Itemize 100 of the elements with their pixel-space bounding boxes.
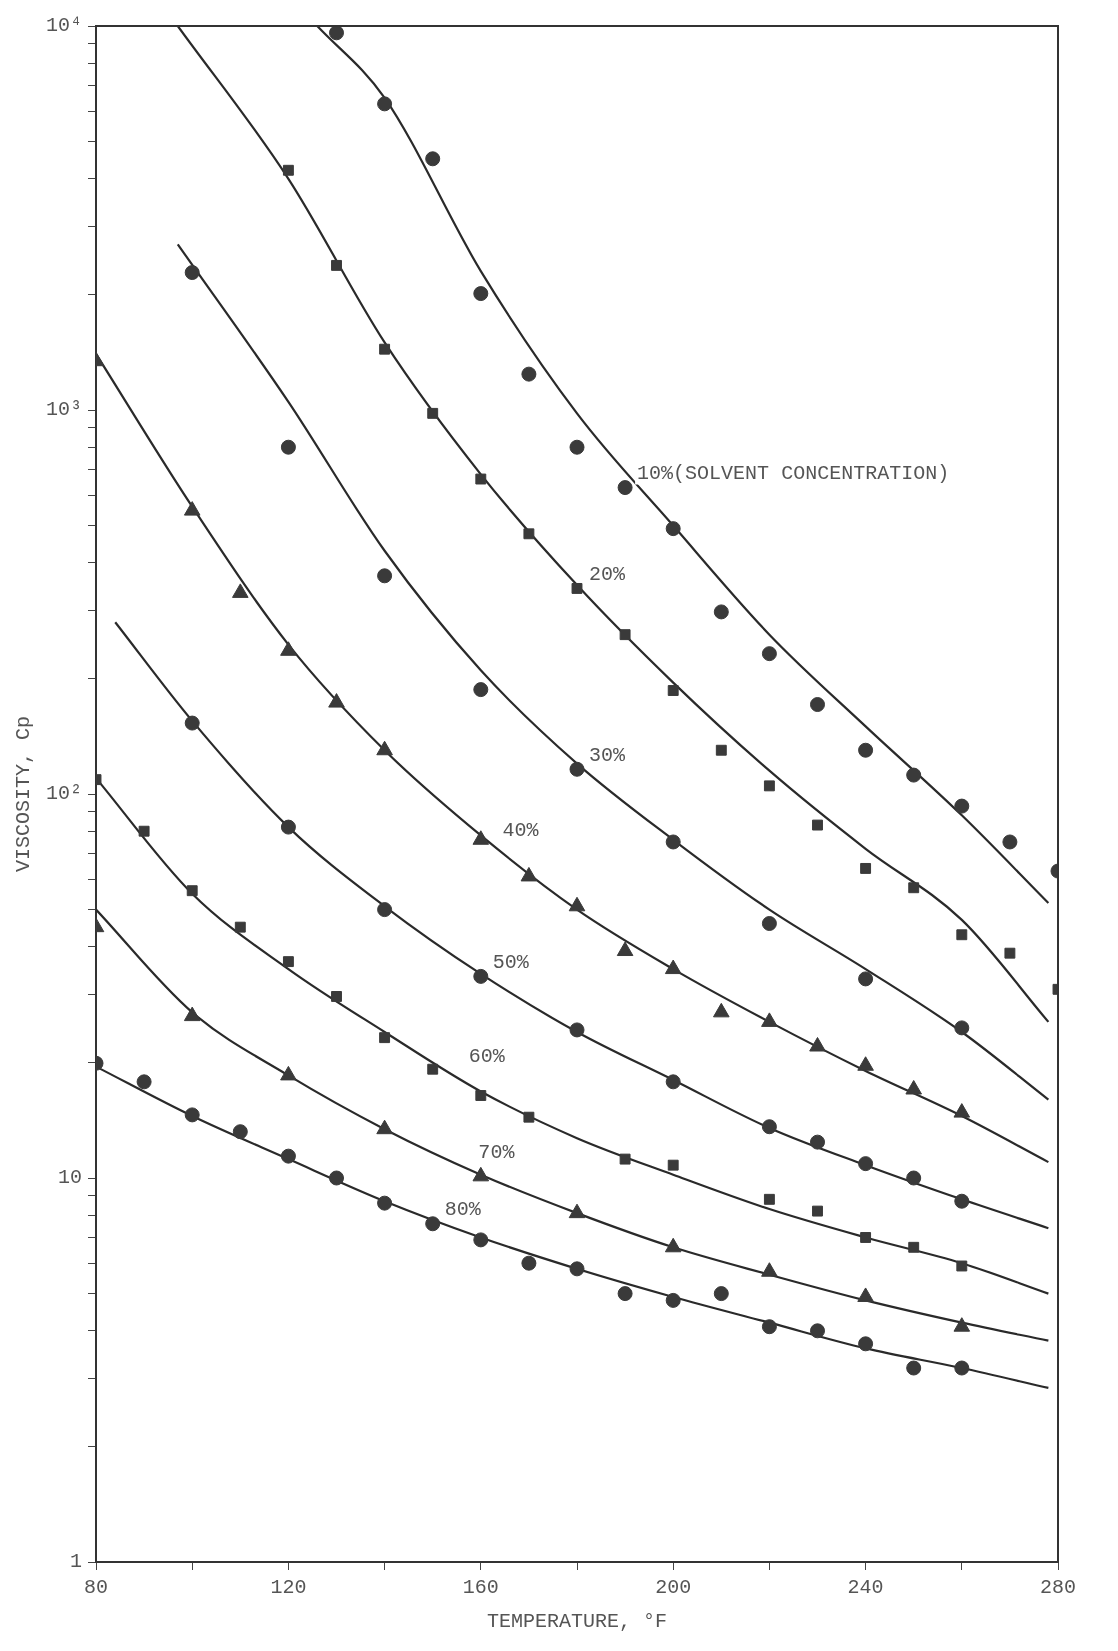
point	[331, 259, 342, 271]
point	[665, 521, 681, 537]
point	[812, 1205, 823, 1217]
point	[523, 528, 535, 540]
y-axis-title: VISCOSITY, Cp	[12, 715, 36, 873]
point	[761, 646, 777, 662]
point	[571, 583, 583, 594]
point	[858, 1336, 874, 1352]
point	[908, 1241, 920, 1253]
point	[761, 916, 777, 931]
point	[232, 1124, 248, 1140]
annotation: 30%	[589, 743, 627, 767]
point	[906, 767, 922, 783]
point	[136, 1074, 152, 1090]
point	[763, 1193, 775, 1205]
point	[860, 1232, 872, 1243]
point	[427, 407, 439, 419]
point	[617, 1286, 633, 1302]
point	[473, 1232, 489, 1248]
point	[954, 798, 970, 814]
point	[234, 921, 246, 933]
point	[473, 682, 489, 698]
x-axis-title: TEMPERATURE, °F	[486, 1610, 668, 1634]
y-tick-label: 10⁴	[45, 14, 83, 38]
point	[667, 685, 679, 696]
point	[810, 697, 825, 713]
point	[475, 473, 487, 485]
point	[138, 825, 150, 837]
point	[473, 286, 489, 302]
y-tick-label: 1	[69, 1550, 83, 1574]
line-series	[114, 621, 1050, 1230]
point	[280, 819, 296, 835]
point	[377, 902, 393, 918]
point	[619, 1153, 631, 1165]
point	[954, 1020, 970, 1036]
point	[521, 366, 537, 382]
point	[427, 1063, 439, 1075]
point	[184, 265, 200, 281]
point	[956, 929, 968, 941]
point	[954, 1360, 970, 1376]
point	[665, 1292, 681, 1308]
point	[521, 1255, 537, 1271]
point	[569, 439, 585, 455]
point	[282, 164, 294, 176]
point	[1002, 834, 1018, 850]
point	[184, 1107, 200, 1123]
point	[858, 742, 874, 758]
point	[280, 439, 296, 455]
point	[715, 744, 727, 756]
x-tick-label: 240	[847, 1576, 884, 1600]
point	[282, 956, 294, 968]
point	[905, 1080, 922, 1095]
point	[329, 1170, 344, 1186]
point	[906, 1170, 922, 1186]
point	[377, 96, 393, 112]
point	[665, 834, 681, 850]
annotation: 10%(SOLVENT CONCENTRATION)	[637, 461, 950, 485]
annotation: 50%	[492, 950, 530, 974]
y-tick-label: 10²	[45, 782, 83, 806]
x-tick-label: 160	[462, 1576, 499, 1600]
point	[569, 1022, 585, 1038]
point	[860, 862, 872, 874]
point	[954, 1193, 970, 1209]
point	[761, 1319, 777, 1335]
line-series	[176, 243, 1050, 1101]
point	[184, 715, 200, 731]
point	[617, 480, 633, 496]
y-tick-label: 10	[57, 1166, 83, 1190]
point	[377, 1195, 393, 1211]
point	[619, 629, 631, 641]
point	[810, 1323, 825, 1339]
point	[858, 971, 874, 987]
point	[956, 1260, 968, 1272]
point	[186, 885, 198, 897]
x-tick-label: 80	[84, 1576, 109, 1600]
annotation: 60%	[468, 1045, 506, 1069]
point	[280, 1148, 296, 1164]
point	[569, 1261, 585, 1277]
point	[761, 1119, 777, 1135]
point	[473, 968, 489, 984]
point	[331, 991, 342, 1002]
point	[616, 941, 634, 957]
point	[665, 1074, 681, 1090]
point	[810, 1134, 825, 1150]
annotation: 40%	[502, 818, 540, 842]
point	[908, 882, 920, 894]
point	[379, 1032, 391, 1044]
y-tick-label: 10³	[45, 398, 83, 422]
point	[523, 1111, 535, 1123]
point	[809, 1037, 826, 1052]
annotation: 70%	[478, 1141, 516, 1165]
x-tick-label: 120	[270, 1576, 307, 1600]
point	[425, 151, 441, 167]
point	[475, 1090, 487, 1101]
point	[1004, 947, 1016, 959]
point	[713, 1286, 729, 1302]
point	[425, 1216, 441, 1232]
point	[377, 568, 393, 584]
point	[763, 780, 775, 792]
point	[569, 761, 585, 777]
